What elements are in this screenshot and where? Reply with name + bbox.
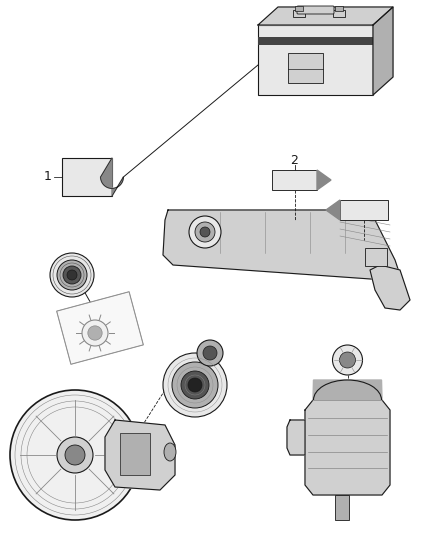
Circle shape [63,266,81,284]
Circle shape [339,352,356,368]
Text: 1: 1 [44,171,52,183]
Circle shape [188,378,202,392]
Polygon shape [105,420,175,490]
Bar [340,200,388,220]
Polygon shape [326,200,340,220]
Polygon shape [57,292,143,364]
Bar [335,6,343,11]
Circle shape [67,270,77,280]
Bar [272,170,317,190]
Circle shape [57,260,87,290]
Circle shape [172,362,218,408]
Polygon shape [370,265,410,310]
Circle shape [181,371,209,399]
Circle shape [163,353,227,417]
Polygon shape [287,420,305,455]
Circle shape [65,445,85,465]
Bar [333,10,345,17]
Circle shape [203,346,217,360]
Polygon shape [317,170,331,190]
Polygon shape [373,7,393,95]
Polygon shape [163,210,400,280]
Bar [295,6,303,11]
Circle shape [57,437,93,473]
Bar [258,37,373,45]
Circle shape [332,345,363,375]
Circle shape [82,320,108,346]
Polygon shape [305,400,390,495]
Bar [120,433,150,475]
Circle shape [50,253,94,297]
FancyBboxPatch shape [297,6,334,14]
Polygon shape [101,158,124,196]
Polygon shape [258,7,393,25]
Polygon shape [258,25,373,95]
Circle shape [189,216,221,248]
Bar [288,53,323,83]
Bar [335,495,349,520]
Circle shape [195,222,215,242]
Bar [293,10,305,17]
Polygon shape [313,380,382,400]
Bar [62,158,112,196]
Ellipse shape [164,443,176,461]
Circle shape [197,340,223,366]
Text: 2: 2 [290,154,298,166]
Circle shape [10,390,140,520]
Circle shape [200,227,210,237]
Bar [365,248,387,266]
Circle shape [88,326,102,340]
